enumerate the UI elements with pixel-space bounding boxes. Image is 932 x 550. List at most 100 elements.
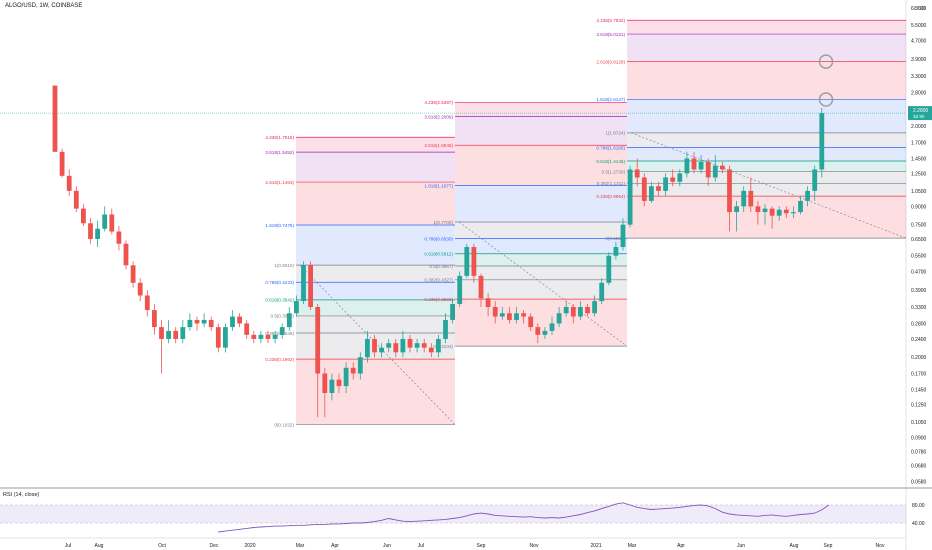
fib-band: [455, 102, 627, 117]
candle-body: [634, 169, 640, 178]
fib-level-label: 2.618(3.8129): [596, 59, 625, 64]
candle-body: [130, 265, 136, 283]
candle-body: [137, 282, 143, 296]
candle-body: [627, 169, 633, 225]
candle-body: [372, 338, 377, 353]
fib-band: [296, 182, 455, 225]
candle-body: [407, 338, 413, 348]
candle-body: [336, 379, 342, 387]
fib-band: [455, 145, 627, 186]
fib-level-label: 0.382(0.4327): [424, 278, 453, 283]
price-axis-tick: 0.0900: [911, 435, 927, 441]
candle-body: [755, 206, 761, 213]
candle-body: [301, 265, 306, 302]
price-axis-tick: 0.9000: [911, 204, 927, 210]
time-axis-tick: Sep: [824, 543, 833, 549]
candle-body: [59, 151, 65, 176]
candle-body: [741, 190, 747, 207]
time-axis-tick: Aug: [95, 543, 104, 549]
price-axis-tick: 0.2800: [911, 321, 927, 327]
fib-band: [455, 253, 627, 266]
fib-band: [627, 183, 906, 197]
fib-level-label: 0.618(0.3542): [265, 298, 294, 303]
candle-body: [592, 301, 597, 314]
price-axis-tick: 1.0500: [911, 189, 927, 195]
price-axis-tick: 0.2000: [911, 355, 927, 361]
candle-body: [670, 177, 676, 182]
candle-body: [350, 367, 356, 374]
candle-body: [329, 379, 335, 394]
fib-level-label: 1(0.5010): [274, 263, 294, 268]
last-price-countdown: 3d 9h: [913, 114, 925, 119]
candle-body: [783, 209, 789, 214]
price-axis-tick: 2.0000: [911, 124, 927, 130]
candle-body: [791, 212, 796, 214]
time-axis-tick: Jul: [65, 543, 71, 549]
candle-body: [805, 190, 810, 201]
time-axis-tick: Dec: [210, 543, 219, 549]
fib-band: [627, 171, 906, 184]
candle-body: [585, 306, 590, 314]
candle-body: [237, 316, 242, 324]
time-axis-tick: Nov: [876, 543, 885, 549]
price-axis-tick: 0.1700: [911, 372, 927, 378]
fib-band: [627, 196, 906, 239]
rsi-axis-tick: 40.00: [912, 521, 925, 527]
candle-body: [606, 255, 612, 283]
rsi-title: RSI (14, close): [3, 492, 40, 498]
candle-body: [258, 334, 264, 339]
fib-level-label: 0.618(0.5612): [424, 252, 453, 257]
candle-body: [712, 165, 718, 178]
candle-body: [428, 347, 434, 353]
price-axis-tick: 1.4500: [911, 156, 927, 162]
fib-level-label: 1.618(2.6127): [596, 97, 625, 102]
candle-body: [73, 190, 79, 209]
candle-body: [798, 200, 803, 213]
time-axis-tick: Jul: [418, 543, 424, 549]
fib-level-label: 3.618(5.0121): [596, 32, 625, 37]
candle-body: [485, 298, 491, 307]
candle-body: [81, 208, 86, 224]
candle-body: [762, 208, 768, 213]
fib-band: [627, 20, 906, 35]
price-axis-tick: 6.5000: [911, 6, 927, 12]
candle-body: [109, 214, 115, 232]
candle-body: [159, 327, 164, 339]
candle-body: [705, 162, 711, 178]
candle-body: [578, 306, 583, 317]
candle-body: [180, 327, 186, 339]
candle-body: [436, 338, 441, 353]
candle-body: [386, 343, 392, 348]
fib-level-label: 0.5(0.4967): [430, 264, 454, 269]
rsi-line: [218, 502, 830, 533]
fib-level-label: 0.5(0.3018): [271, 314, 295, 319]
fib-level-label: 0(0.2234): [433, 344, 453, 349]
fib-band: [296, 299, 455, 316]
candle-body: [166, 330, 171, 339]
rsi-band: [0, 505, 906, 523]
time-axis-tick: Jun: [737, 543, 745, 549]
price-axis-tick: 0.3300: [911, 305, 927, 311]
fib-level-label: 0(0.6557): [605, 236, 625, 241]
last-price-badge: [908, 106, 932, 121]
candle-body: [556, 313, 562, 324]
fib-level-label: 0.786(1.6160): [596, 145, 625, 150]
candle-body: [649, 186, 654, 201]
fib-band: [455, 279, 627, 300]
price-axis-tick: 3.9000: [911, 57, 927, 63]
candle-body: [400, 338, 406, 353]
candle-body: [457, 275, 463, 304]
candle-body: [208, 319, 214, 328]
candle-body: [379, 347, 384, 353]
fib-band: [455, 116, 627, 146]
candle-body: [691, 158, 697, 170]
fib-level-label: 1.618(1.1077): [424, 183, 453, 188]
fib-level-label: 0.236(0.9964): [596, 194, 625, 199]
candle-body: [88, 223, 93, 239]
last-price-value: 2.2800: [913, 108, 929, 114]
candle-body: [322, 373, 328, 394]
time-axis-tick: 2020: [244, 543, 255, 549]
candle-body: [478, 275, 484, 299]
candle-body: [66, 175, 72, 191]
